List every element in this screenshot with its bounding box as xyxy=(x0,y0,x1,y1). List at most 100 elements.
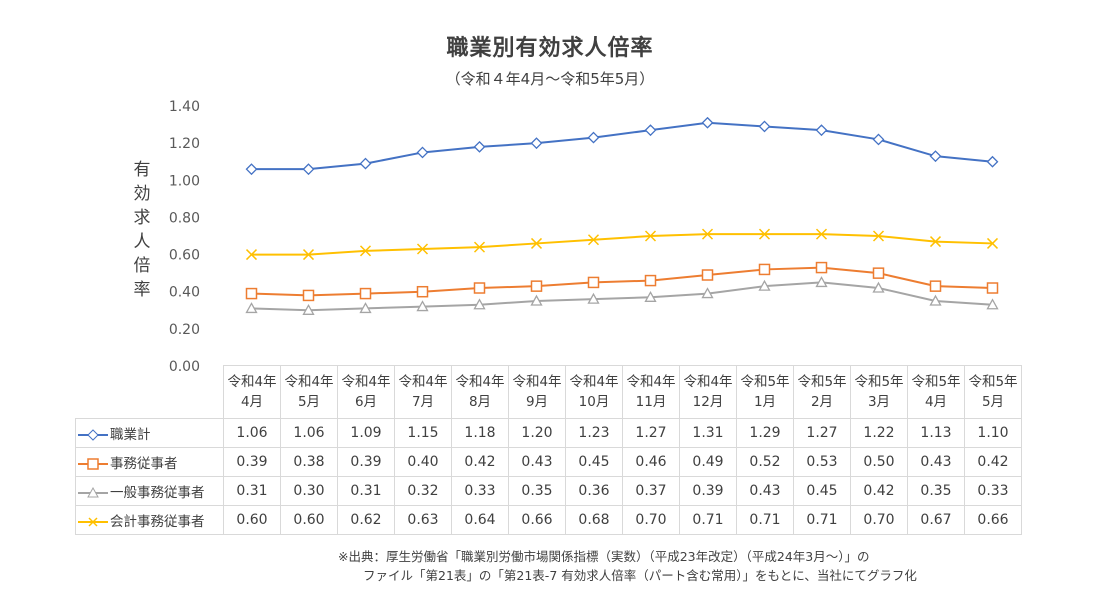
series-line xyxy=(251,233,993,256)
data-label: 1.15 xyxy=(394,418,452,448)
x-category-label: 令和5年 3月 xyxy=(850,365,908,419)
y-tick-label: 1.20 xyxy=(169,136,200,152)
data-point-marker xyxy=(815,261,828,274)
y-tick-label: 0.80 xyxy=(169,210,200,226)
data-label: 0.66 xyxy=(964,505,1022,535)
data-label: 1.10 xyxy=(964,418,1022,448)
x-category-label: 令和5年 2月 xyxy=(793,365,851,419)
data-point-marker xyxy=(359,245,372,257)
x-category-label: 令和4年 4月 xyxy=(223,365,281,419)
data-point-marker xyxy=(587,234,600,246)
x-category-label: 令和4年 8月 xyxy=(451,365,509,419)
data-label: 1.18 xyxy=(451,418,509,448)
data-point-marker xyxy=(245,249,258,261)
table-row: 職業計 1.06 1.06 1.09 1.15 1.18 1.20 1.23 1.27 1.31 1… xyxy=(75,418,1022,448)
data-label: 0.64 xyxy=(451,505,509,535)
data-label: 0.46 xyxy=(622,447,680,477)
data-point-marker xyxy=(359,287,372,300)
data-point-marker xyxy=(644,124,657,137)
y-axis-label-char: 求 xyxy=(133,208,151,228)
data-label: 0.43 xyxy=(508,447,566,477)
y-tick-label: 1.00 xyxy=(169,173,200,189)
data-point-marker xyxy=(758,279,771,291)
chart-subtitle: （令和４年4月～令和5年5月） xyxy=(445,70,655,88)
legend-key xyxy=(78,429,108,441)
data-point-marker xyxy=(359,157,372,170)
data-point-marker xyxy=(815,124,828,137)
data-point-marker xyxy=(929,236,942,248)
x-category-label: 令和5年 1月 xyxy=(736,365,794,419)
x-category-label: 令和4年 10月 xyxy=(565,365,623,419)
table-corner xyxy=(75,365,224,419)
data-label: 0.42 xyxy=(850,476,908,506)
data-point-marker xyxy=(302,249,315,261)
data-label: 0.52 xyxy=(736,447,794,477)
data-point-marker xyxy=(815,276,828,288)
data-label: 0.63 xyxy=(394,505,452,535)
data-label: 0.39 xyxy=(337,447,395,477)
data-point-marker xyxy=(929,280,942,292)
data-label: 0.39 xyxy=(223,447,281,477)
data-point-marker xyxy=(473,282,486,294)
y-tick-label: 0.60 xyxy=(169,248,200,264)
data-label: 0.50 xyxy=(850,447,908,477)
series-legend-entry: 一般事務従事者 xyxy=(75,476,224,506)
data-label: 0.35 xyxy=(508,476,566,506)
data-label: 0.37 xyxy=(622,476,680,506)
data-label: 0.38 xyxy=(280,447,338,477)
y-tick-label: 1.40 xyxy=(169,99,200,115)
data-point-marker xyxy=(359,302,372,314)
data-point-marker xyxy=(416,243,429,255)
series-legend-entry: 会計事務従事者 xyxy=(75,505,224,535)
data-label: 0.71 xyxy=(679,505,737,535)
data-point-marker xyxy=(530,280,543,292)
data-label: 0.43 xyxy=(907,447,965,477)
series-legend-entry: 事務従事者 xyxy=(75,447,224,477)
data-point-marker xyxy=(986,298,999,310)
data-label: 0.49 xyxy=(679,447,737,477)
legend-key xyxy=(78,517,108,527)
data-point-marker xyxy=(587,276,600,289)
series-name: 一般事務従事者 xyxy=(110,485,205,501)
data-point-marker xyxy=(986,282,999,294)
table-row: 会計事務従事者 0.60 0.60 0.62 0.63 0.64 0.66 0.68 0.70 0… xyxy=(75,505,1022,535)
data-label: 1.29 xyxy=(736,418,794,448)
data-label: 1.20 xyxy=(508,418,566,448)
data-label: 1.31 xyxy=(679,418,737,448)
data-point-marker xyxy=(701,269,714,281)
data-label: 0.60 xyxy=(280,505,338,535)
data-label: 0.71 xyxy=(793,505,851,535)
data-label: 1.22 xyxy=(850,418,908,448)
data-label: 0.70 xyxy=(850,505,908,535)
legend-key xyxy=(78,458,108,470)
footnote-line-1: ※出典：厚生労働省「職業別労働市場関係指標（実数）（平成23年改定）（平成24年… xyxy=(338,549,870,564)
data-label: 0.36 xyxy=(565,476,623,506)
data-point-marker xyxy=(473,298,486,310)
data-point-marker xyxy=(245,287,258,300)
data-point-marker xyxy=(986,237,999,249)
data-label: 0.43 xyxy=(736,476,794,506)
data-point-marker xyxy=(473,241,486,253)
data-label: 0.35 xyxy=(907,476,965,506)
data-point-marker xyxy=(530,137,543,150)
series-legend-entry: 職業計 xyxy=(75,418,224,448)
data-point-marker xyxy=(872,230,885,242)
y-axis-label-char: 有 xyxy=(133,160,151,180)
data-label: 1.06 xyxy=(280,418,338,448)
series-line xyxy=(251,266,993,297)
source-footnote: ※出典：厚生労働省「職業別労働市場関係指標（実数）（平成23年改定）（平成24年… xyxy=(338,547,917,585)
x-category-label: 令和5年 5月 xyxy=(964,365,1022,419)
data-label: 0.39 xyxy=(679,476,737,506)
y-tick-label: 0.40 xyxy=(169,285,200,301)
data-label: 1.09 xyxy=(337,418,395,448)
data-point-marker xyxy=(701,287,714,299)
legend-key xyxy=(78,487,108,498)
data-point-marker xyxy=(872,133,885,146)
data-label: 1.23 xyxy=(565,418,623,448)
data-label: 0.70 xyxy=(622,505,680,535)
data-label: 0.67 xyxy=(907,505,965,535)
y-tick-label: 0.20 xyxy=(169,322,200,338)
data-point-marker xyxy=(872,267,885,279)
data-point-marker xyxy=(530,237,543,249)
